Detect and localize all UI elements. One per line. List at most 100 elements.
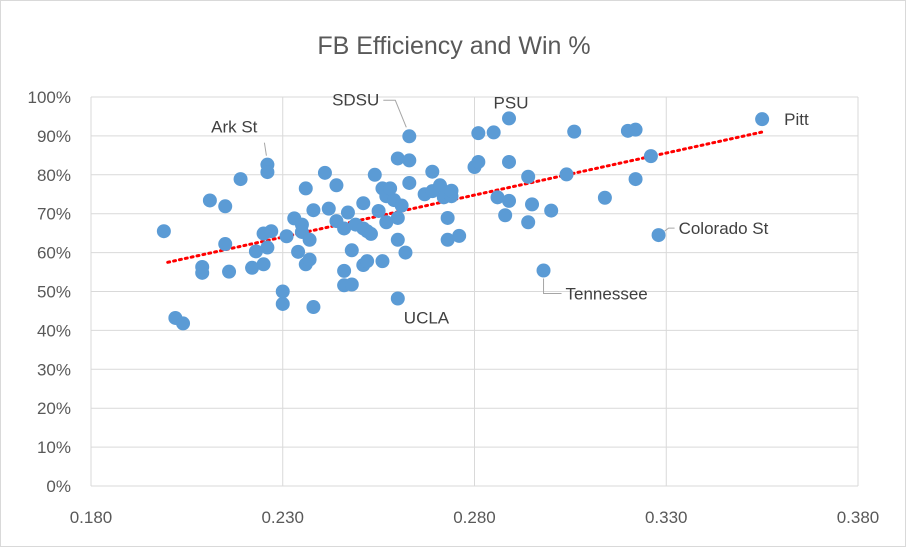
data-point: [394, 198, 409, 213]
trendline-group: [166, 130, 764, 264]
x-tick-label: 0.230: [261, 508, 304, 527]
data-point: [360, 254, 375, 269]
data-point: [444, 183, 459, 198]
data-point: [321, 201, 336, 216]
y-tick-label: 40%: [37, 321, 71, 340]
x-tick-label: 0.180: [70, 508, 113, 527]
data-point: [156, 224, 171, 239]
data-point: [597, 190, 612, 205]
annotation-leader-line: [263, 142, 267, 156]
data-point: [755, 112, 770, 127]
x-tick-label: 0.380: [837, 508, 880, 527]
data-point: [567, 124, 582, 139]
y-tick-label: 20%: [37, 399, 71, 418]
data-point: [344, 277, 359, 292]
data-point: [651, 228, 666, 243]
data-point: [402, 153, 417, 168]
y-tick-label: 100%: [28, 88, 71, 107]
x-tick-label: 0.280: [453, 508, 496, 527]
data-point: [302, 252, 317, 267]
annotation-label: Tennessee: [566, 284, 648, 303]
gridlines: [90, 96, 859, 487]
data-point: [628, 172, 643, 187]
y-tick-label: 70%: [37, 205, 71, 224]
data-point: [402, 129, 417, 144]
data-point: [452, 228, 467, 243]
data-point: [498, 208, 513, 223]
y-axis-tick-labels: 0% 10% 20% 30% 40% 50% 60% 70% 80% 90% 100%: [28, 88, 71, 496]
data-point: [245, 260, 260, 275]
data-point: [275, 284, 290, 299]
annotation-leader-line: [543, 278, 562, 294]
data-point: [502, 193, 517, 208]
data-point: [432, 178, 447, 193]
y-tick-label: 60%: [37, 244, 71, 263]
data-point: [317, 165, 332, 180]
annotation-leader-line: [664, 227, 675, 232]
data-point: [379, 215, 394, 230]
data-point: [306, 203, 321, 218]
data-point: [329, 178, 344, 193]
annotation-leader-line: [383, 99, 407, 128]
data-point: [176, 316, 191, 331]
data-point: [502, 111, 517, 126]
data-point: [218, 237, 233, 252]
data-point: [344, 243, 359, 258]
y-tick-label: 90%: [37, 127, 71, 146]
data-point: [306, 300, 321, 315]
data-point: [222, 264, 237, 279]
data-point: [233, 172, 248, 187]
data-point: [260, 240, 275, 255]
data-point: [471, 126, 486, 141]
y-tick-label: 30%: [37, 360, 71, 379]
point-annotations: Ark St SDSU PSU Pitt Colorado St Tennessee UCL…: [211, 90, 809, 327]
x-axis-tick-labels: 0.180 0.230 0.280 0.330 0.380: [70, 508, 880, 527]
data-point: [279, 229, 294, 244]
data-point: [525, 197, 540, 212]
data-point: [340, 205, 355, 220]
y-tick-label: 10%: [37, 438, 71, 457]
data-point: [337, 263, 352, 278]
data-point: [536, 263, 551, 278]
data-point: [390, 151, 405, 166]
data-point: [291, 244, 306, 259]
data-point: [486, 125, 501, 140]
data-point: [302, 232, 317, 247]
data-point: [260, 165, 275, 180]
data-point: [440, 210, 455, 225]
y-tick-label: 50%: [37, 283, 71, 302]
data-point: [367, 167, 382, 182]
data-point: [544, 203, 559, 218]
data-point: [425, 164, 440, 179]
annotation-label: UCLA: [404, 309, 450, 328]
data-points: [156, 111, 770, 331]
data-point: [628, 122, 643, 137]
data-point: [248, 244, 263, 259]
trendline: [166, 130, 764, 264]
data-point: [502, 154, 517, 169]
data-point: [337, 221, 352, 236]
data-point: [559, 167, 574, 182]
annotation-label: SDSU: [332, 90, 379, 109]
data-point: [298, 181, 313, 196]
data-point: [371, 203, 386, 218]
data-point: [218, 199, 233, 214]
data-point: [275, 296, 290, 311]
data-point: [256, 257, 271, 272]
y-tick-label: 80%: [37, 166, 71, 185]
data-point: [643, 149, 658, 164]
data-point: [390, 210, 405, 225]
x-tick-label: 0.330: [645, 508, 688, 527]
data-point: [383, 181, 398, 196]
annotation-label: Colorado St: [679, 219, 769, 238]
data-point: [390, 232, 405, 247]
data-point: [490, 190, 505, 205]
data-point: [521, 169, 536, 184]
data-point: [195, 259, 210, 274]
data-point: [390, 291, 405, 306]
annotation-label: Pitt: [784, 110, 809, 129]
annotation-label: PSU: [494, 93, 529, 112]
data-point: [202, 193, 217, 208]
